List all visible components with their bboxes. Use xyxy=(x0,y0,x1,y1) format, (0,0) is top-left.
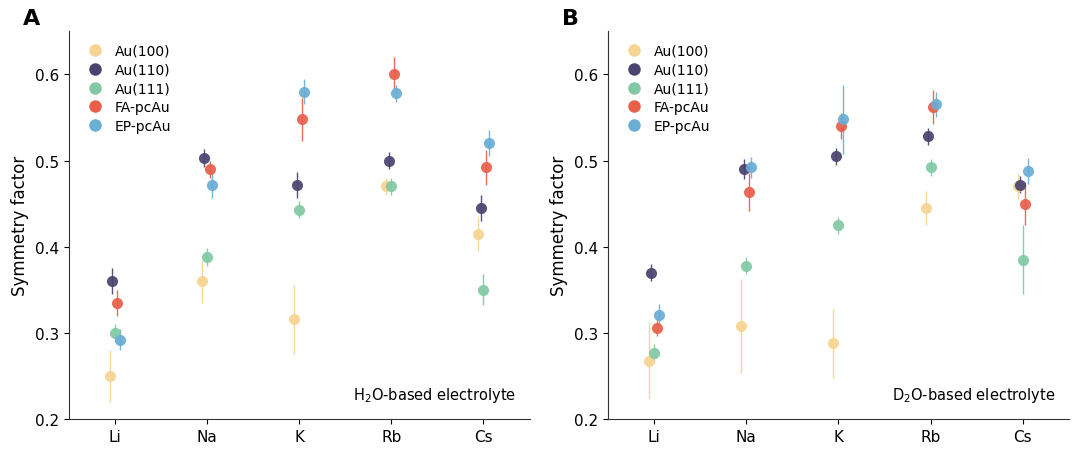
Legend: Au(100), Au(110), Au(111), FA-pcAu, EP-pcAu: Au(100), Au(110), Au(111), FA-pcAu, EP-p… xyxy=(615,39,716,139)
Text: A: A xyxy=(23,9,40,29)
Text: B: B xyxy=(562,9,579,29)
Text: H$_2$O-based electrolyte: H$_2$O-based electrolyte xyxy=(352,385,516,404)
Text: D$_2$O-based electrolyte: D$_2$O-based electrolyte xyxy=(892,385,1055,404)
Legend: Au(100), Au(110), Au(111), FA-pcAu, EP-pcAu: Au(100), Au(110), Au(111), FA-pcAu, EP-p… xyxy=(76,39,176,139)
Y-axis label: Symmetry factor: Symmetry factor xyxy=(11,156,29,296)
Y-axis label: Symmetry factor: Symmetry factor xyxy=(551,156,568,296)
